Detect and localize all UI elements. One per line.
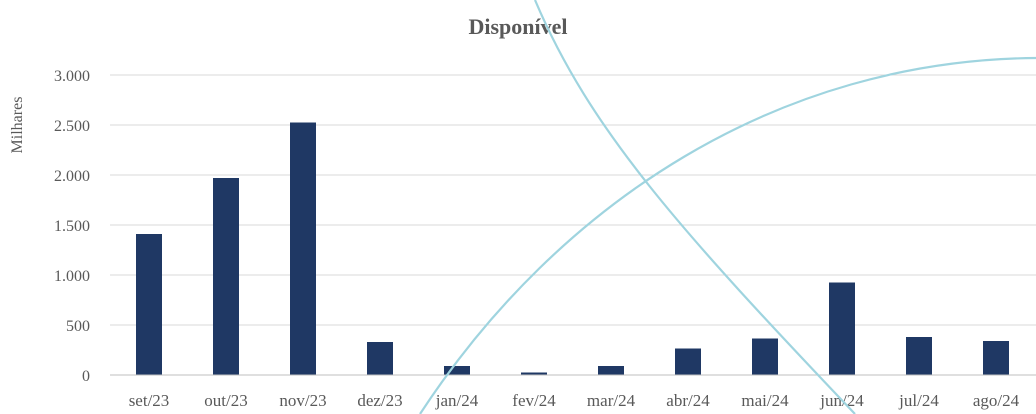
x-tick-label: mai/24: [741, 391, 789, 410]
y-tick-label: 1.000: [54, 268, 90, 285]
decorative-curve-rising: [419, 56, 1036, 414]
y-tick-labels: 0 500 1.000 1.500 2.000 2.500 3.000: [54, 68, 90, 385]
bar-out-23: [213, 178, 239, 375]
bar-ago-24: [983, 341, 1009, 375]
bar-fev-24: [521, 372, 547, 375]
x-tick-label: abr/24: [666, 391, 710, 410]
x-tick-label: nov/23: [279, 391, 326, 410]
bars: [136, 122, 1009, 375]
bar-jan-24: [444, 366, 470, 375]
bar-abr-24: [675, 348, 701, 375]
y-tick-label: 0: [82, 368, 90, 385]
bar-set-23: [136, 234, 162, 375]
chart-title: Disponível: [468, 14, 567, 39]
x-tick-label: fev/24: [512, 391, 556, 410]
bar-mai-24: [752, 338, 778, 375]
y-axis-label: Milhares: [9, 97, 26, 154]
decorative-overlay-curves: [419, 0, 1036, 414]
y-tick-label: 500: [66, 318, 90, 335]
x-tick-label: set/23: [129, 391, 170, 410]
bar-dez-23: [367, 342, 393, 375]
y-tick-label: 1.500: [54, 218, 90, 235]
bar-nov-23: [290, 122, 316, 375]
x-tick-label: ago/24: [973, 391, 1020, 410]
y-tick-label: 2.000: [54, 168, 90, 185]
x-tick-label: jul/24: [898, 391, 939, 410]
x-tick-labels: set/23 out/23 nov/23 dez/23 jan/24 fev/24 mar/…: [129, 391, 1020, 410]
bar-jul-24: [906, 337, 932, 375]
bar-mar-24: [598, 366, 624, 375]
decorative-curve-falling: [533, 0, 856, 414]
bar-jun-24: [829, 282, 855, 375]
y-tick-label: 2.500: [54, 118, 90, 135]
gridlines: [110, 74, 1036, 326]
y-tick-label: 3.000: [54, 68, 90, 85]
x-tick-label: dez/23: [357, 391, 402, 410]
x-tick-label: out/23: [204, 391, 247, 410]
x-tick-label: mar/24: [587, 391, 636, 410]
x-tick-label: jan/24: [435, 391, 479, 410]
